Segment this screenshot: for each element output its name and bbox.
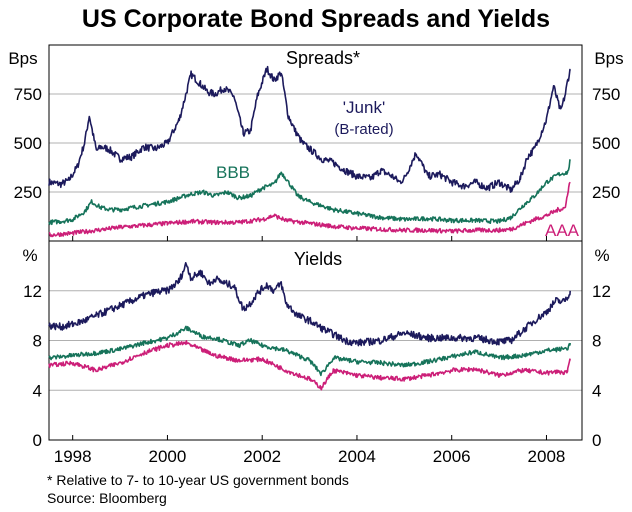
x-tick-label: 2006 [433,447,471,466]
yields-ytick-right: 8 [592,332,601,351]
aaa-series-label: AAA [545,221,580,240]
junk-series-label: 'Junk' [343,98,385,117]
yields-plot-frame [48,240,583,441]
x-tick-label: 1998 [54,447,92,466]
spreads-ytick-left: 500 [14,134,42,153]
spreads-ytick-right: 500 [592,134,620,153]
chart-title: US Corporate Bond Spreads and Yields [82,5,550,33]
spreads-ytick-right: 250 [592,183,620,202]
spreads-panel-title: Spreads* [286,48,360,68]
spreads-series [48,65,571,238]
yields-series-aaa-line [48,340,571,391]
spreads-series-junk-line [48,65,571,193]
x-tick-label: 2002 [243,447,281,466]
spreads-tick-labels: 250 250 500 500 750 750 [14,85,621,202]
yields-series [48,262,571,391]
spreads-ytick-left: 750 [14,85,42,104]
yields-panel-title: Yields [294,249,342,269]
yields-ytick-right: 4 [592,381,601,400]
yields-panel: Yields % % 0 0 4 4 8 8 12 12 [22,240,611,450]
spreads-panel: Spreads* Bps Bps 250 250 500 500 750 750 'Jun… [8,44,624,242]
yields-tick-labels: 0 0 4 4 8 8 12 12 [23,282,611,450]
x-tick-label: 2000 [149,447,187,466]
footnote: * Relative to 7- to 10-year US governmen… [47,472,349,488]
yields-ytick-left: 4 [33,381,42,400]
x-axis: 1998 2000 2002 2004 2006 2008 [54,447,566,466]
source-note: Source: Bloomberg [47,490,167,506]
yields-series-bbb-line [48,325,571,377]
spreads-ylabel-left: Bps [8,49,37,68]
yields-ytick-right: 0 [592,431,601,450]
spreads-ytick-right: 750 [592,85,620,104]
spreads-ytick-left: 250 [14,183,42,202]
yields-ytick-right: 12 [592,282,611,301]
bbb-series-label: BBB [216,163,250,182]
junk-series-sublabel: (B-rated) [334,121,393,138]
yields-ytick-left: 0 [33,431,42,450]
spreads-series-bbb-line [48,159,571,226]
spreads-series-aaa-line [48,181,571,238]
yields-ytick-left: 12 [23,282,42,301]
yields-ylabel-left: % [22,246,37,265]
x-tick-label: 2004 [338,447,376,466]
spreads-gridlines [49,93,582,241]
yields-ytick-left: 8 [33,332,42,351]
yields-series-junk-line [48,262,571,347]
yields-ylabel-right: % [594,246,609,265]
x-tick-label: 2008 [528,447,566,466]
spreads-ylabel-right: Bps [594,49,623,68]
